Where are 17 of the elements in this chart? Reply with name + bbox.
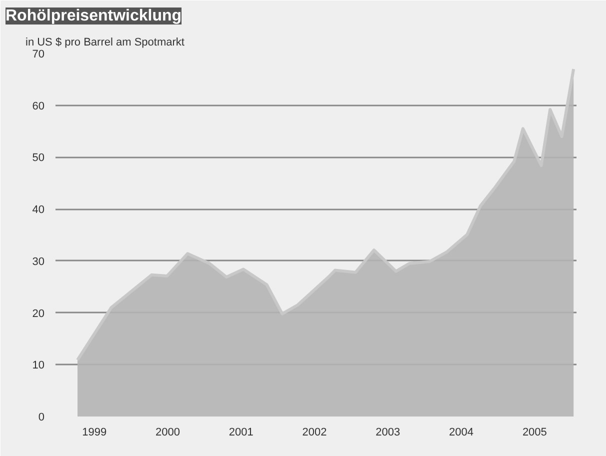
y-tick-label: 50 [32, 152, 45, 164]
x-tick-label: 2001 [228, 426, 254, 438]
y-tick-label: 70 [32, 48, 45, 60]
y-tick-label: 30 [32, 256, 45, 268]
chart-title: Rohölpreisentwicklung [6, 8, 182, 24]
x-tick-label: 2000 [156, 426, 180, 438]
y-tick-label: 60 [32, 100, 45, 112]
x-tick-label: 2003 [376, 426, 400, 438]
y-tick-label: 10 [32, 360, 45, 372]
y-tick-label: 0 [38, 412, 45, 424]
y-tick-label: 20 [32, 308, 45, 320]
x-tick-label: 2002 [302, 426, 327, 438]
y-axis-title: in US $ pro Barrel am Spotmarkt [26, 36, 184, 48]
y-tick-label: 40 [32, 204, 45, 216]
x-tick-label: 1999 [82, 426, 107, 438]
x-tick-label: 2004 [449, 426, 474, 438]
x-tick-label: 2005 [522, 426, 547, 438]
